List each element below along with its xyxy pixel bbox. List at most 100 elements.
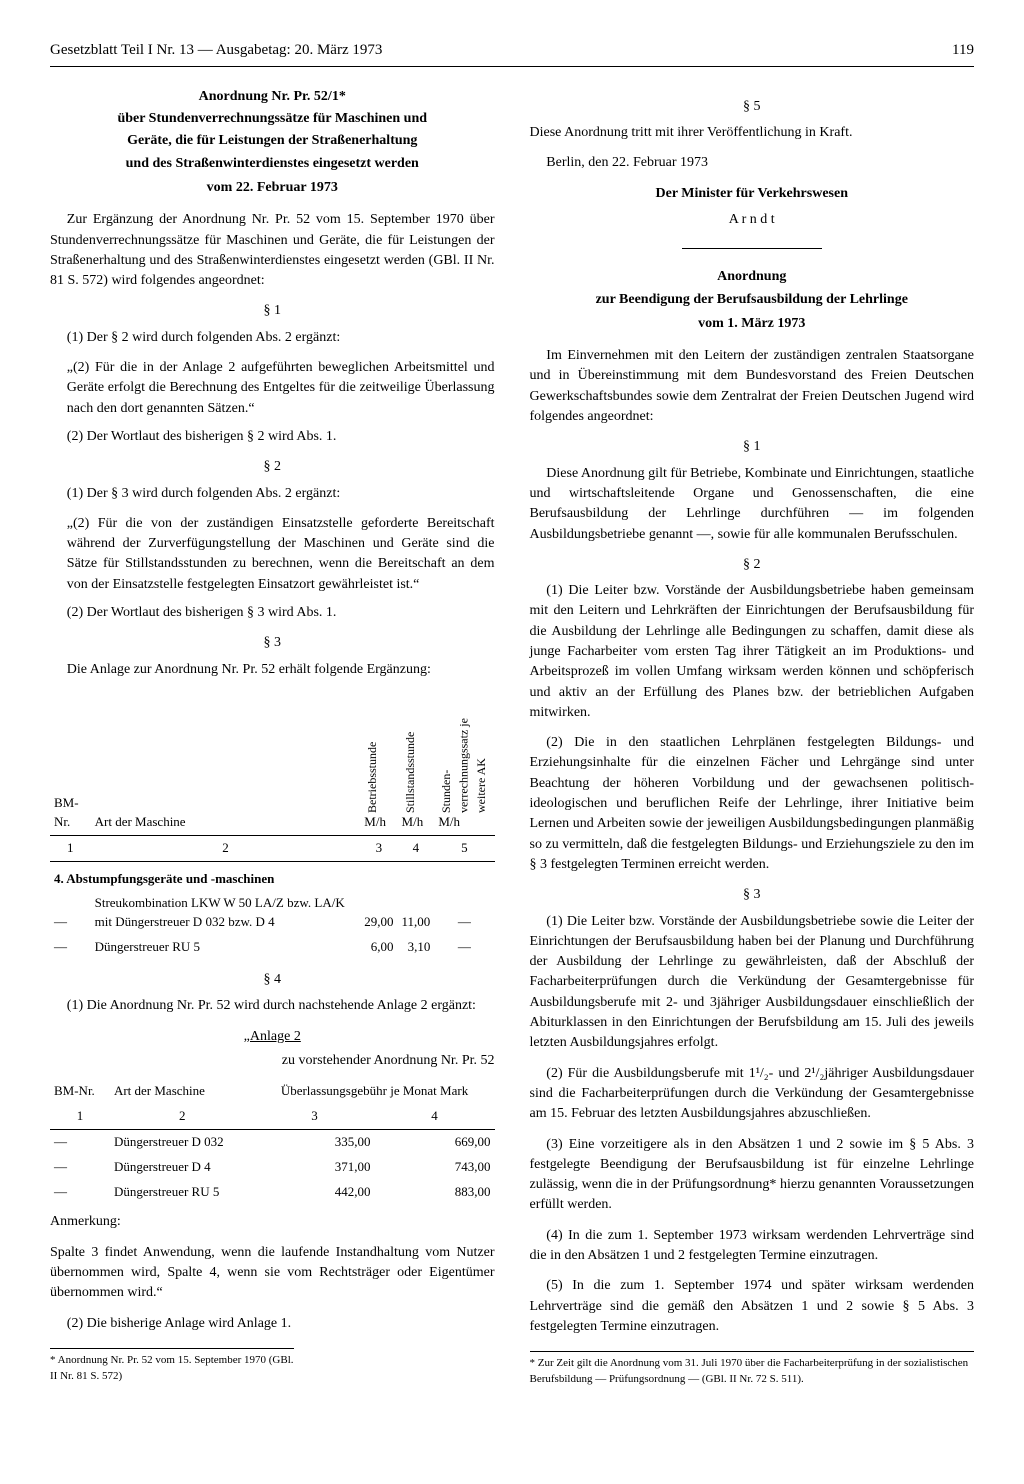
section-4-head: § 4 (50, 970, 495, 990)
minister-name: A r n d t (530, 210, 975, 230)
col-art: Art der Maschine (110, 1079, 255, 1104)
ordinance2-sub: zur Beendigung der Berufsausbildung der … (530, 290, 975, 310)
minister-title: Der Minister für Verkehrswesen (530, 184, 975, 204)
cell: — (434, 891, 494, 935)
unit: M/h (364, 814, 386, 829)
last-para: (2) Die bisherige Anlage wird Anlage 1. (50, 1314, 495, 1334)
table-row: BM-Nr. Art der Maschine Überlassungsgebü… (50, 1079, 495, 1104)
anlage-title: „Anlage 2 (50, 1027, 495, 1047)
s2-p2: (2) Der Wortlaut des bisherigen § 3 wird… (50, 603, 495, 623)
colnum: 3 (255, 1104, 375, 1129)
section-3-head: § 3 (50, 633, 495, 653)
table-row: — Düngerstreuer D 4 371,00 743,00 (50, 1155, 495, 1180)
table-1: BM-Nr. Art der Maschine BetriebsstundeM/… (50, 690, 495, 960)
left-column: Anordnung Nr. Pr. 52/1* über Stundenverr… (50, 87, 495, 1388)
anmerk-label: Anmerkung: (50, 1212, 495, 1232)
s2-quote: „(2) Für die von der zuständigen Einsatz… (67, 514, 495, 595)
cell: 743,00 (374, 1155, 494, 1180)
s5-head: § 5 (530, 97, 975, 117)
table-row: — Düngerstreuer RU 5 6,00 3,10 — (50, 935, 495, 960)
r-s3p5: (5) In die zum 1. September 1974 und spä… (530, 1276, 975, 1337)
unit: M/h (402, 814, 424, 829)
place-date: Berlin, den 22. Februar 1973 (530, 153, 975, 173)
col-still: Stillstandsstunde (402, 693, 419, 813)
cell: — (50, 935, 91, 960)
table-row: — Düngerstreuer RU 5 442,00 883,00 (50, 1180, 495, 1205)
cell: 11,00 (398, 891, 435, 935)
col-fee: Überlassungsgebühr je Monat Mark (255, 1079, 495, 1104)
s5-p: Diese Anordnung tritt mit ihrer Veröffen… (530, 123, 975, 143)
page-number: 119 (952, 40, 974, 62)
r-s1-head: § 1 (530, 437, 975, 457)
unit: M/h (438, 814, 460, 829)
cell: Düngerstreuer D 032 (110, 1129, 255, 1154)
col-bm: BM-Nr. (50, 690, 91, 835)
ordinance-title-1: Anordnung Nr. Pr. 52/1* (50, 87, 495, 107)
r-s2-head: § 2 (530, 555, 975, 575)
cell: 442,00 (255, 1180, 375, 1205)
r-s1: Diese Anordnung gilt für Betriebe, Kombi… (530, 464, 975, 545)
col-art: Art der Maschine (91, 690, 361, 835)
ordinance-title-3: Geräte, die für Leistungen der Straßener… (50, 131, 495, 151)
s2-p1: (1) Der § 3 wird durch folgenden Abs. 2 … (50, 484, 495, 504)
r-s3-head: § 3 (530, 885, 975, 905)
section-1-head: § 1 (50, 301, 495, 321)
cell: — (50, 1180, 110, 1205)
intro-para: Zur Ergänzung der Anordnung Nr. Pr. 52 v… (50, 210, 495, 291)
cell: 335,00 (255, 1129, 375, 1154)
r-s3p2: (2) Für die Ausbildungsberufe mit 1¹/₂- … (530, 1064, 975, 1125)
cell: Streukombination LKW W 50 LA/Z bzw. LA/K… (91, 891, 361, 935)
col-betrieb: Betriebsstunde (364, 693, 381, 813)
colnum: 2 (110, 1104, 255, 1129)
cell: 29,00 (360, 891, 397, 935)
r-s3p1: (1) Die Leiter bzw. Vorstände der Ausbil… (530, 912, 975, 1054)
r-s3p4: (4) In die zum 1. September 1973 wirksam… (530, 1226, 975, 1267)
s4-p1: (1) Die Anordnung Nr. Pr. 52 wird durch … (50, 996, 495, 1016)
s1-p2: (2) Der Wortlaut des bisherigen § 2 wird… (50, 427, 495, 447)
cell: — (434, 935, 494, 960)
colnum: 2 (91, 835, 361, 861)
table-row: 1 2 3 4 (50, 1104, 495, 1129)
colnum: 4 (398, 835, 435, 861)
cell: Düngerstreuer RU 5 (91, 935, 361, 960)
cell: 371,00 (255, 1155, 375, 1180)
right-column: § 5 Diese Anordnung tritt mit ihrer Verö… (530, 87, 975, 1388)
colnum: 3 (360, 835, 397, 861)
group-label: 4. Abstumpfungsgeräte und -maschinen (50, 861, 495, 891)
anmerk-text: Spalte 3 findet Anwendung, wenn die lauf… (50, 1243, 495, 1304)
cell: — (50, 1129, 110, 1154)
section-2-head: § 2 (50, 457, 495, 477)
cell: — (50, 1155, 110, 1180)
col-bm: BM-Nr. (50, 1079, 110, 1104)
r-s2p2: (2) Die in den staatlichen Lehrplänen fe… (530, 733, 975, 875)
header-title: Gesetzblatt Teil I Nr. 13 — Ausgabetag: … (50, 40, 382, 62)
s3-p1: Die Anlage zur Anordnung Nr. Pr. 52 erhä… (50, 660, 495, 680)
ordinance-title-2: über Stundenverrechnungssätze für Maschi… (50, 109, 495, 129)
colnum: 1 (50, 1104, 110, 1129)
cell: Düngerstreuer RU 5 (110, 1180, 255, 1205)
r-intro: Im Einvernehmen mit den Leitern der zust… (530, 346, 975, 427)
footnote-left: * Anordnung Nr. Pr. 52 vom 15. September… (50, 1348, 294, 1385)
divider (682, 248, 822, 249)
colnum: 5 (434, 835, 494, 861)
table-row: — Streukombination LKW W 50 LA/Z bzw. LA… (50, 891, 495, 935)
cell: 883,00 (374, 1180, 494, 1205)
s1-p1: (1) Der § 2 wird durch folgenden Abs. 2 … (50, 328, 495, 348)
footnote-right: * Zur Zeit gilt die Anordnung vom 31. Ju… (530, 1351, 975, 1388)
anlage-sub: zu vorstehender Anordnung Nr. Pr. 52 (50, 1051, 495, 1071)
table-row: BM-Nr. Art der Maschine BetriebsstundeM/… (50, 690, 495, 835)
s1-quote: „(2) Für die in der Anlage 2 aufgeführte… (67, 358, 495, 419)
ordinance-title-4: und des Straßenwinterdienstes eingesetzt… (50, 154, 495, 174)
colnum: 1 (50, 835, 91, 861)
r-s3p3: (3) Eine vorzeitigere als in den Absätze… (530, 1135, 975, 1216)
cell: Düngerstreuer D 4 (110, 1155, 255, 1180)
cell: 3,10 (398, 935, 435, 960)
colnum: 4 (374, 1104, 494, 1129)
cell: 669,00 (374, 1129, 494, 1154)
content-columns: Anordnung Nr. Pr. 52/1* über Stundenverr… (50, 87, 974, 1388)
ordinance2-date: vom 1. März 1973 (530, 314, 975, 334)
table-row: 1 2 3 4 5 (50, 835, 495, 861)
table-row: — Düngerstreuer D 032 335,00 669,00 (50, 1129, 495, 1154)
cell: — (50, 891, 91, 935)
ordinance-date: vom 22. Februar 1973 (50, 178, 495, 198)
